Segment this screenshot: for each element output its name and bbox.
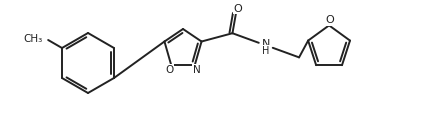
Text: N: N	[262, 39, 270, 49]
Text: O: O	[234, 4, 242, 14]
Text: N: N	[193, 65, 201, 75]
Text: H: H	[262, 46, 270, 56]
Text: CH₃: CH₃	[23, 34, 42, 44]
Text: O: O	[326, 15, 334, 25]
Text: O: O	[165, 65, 173, 75]
